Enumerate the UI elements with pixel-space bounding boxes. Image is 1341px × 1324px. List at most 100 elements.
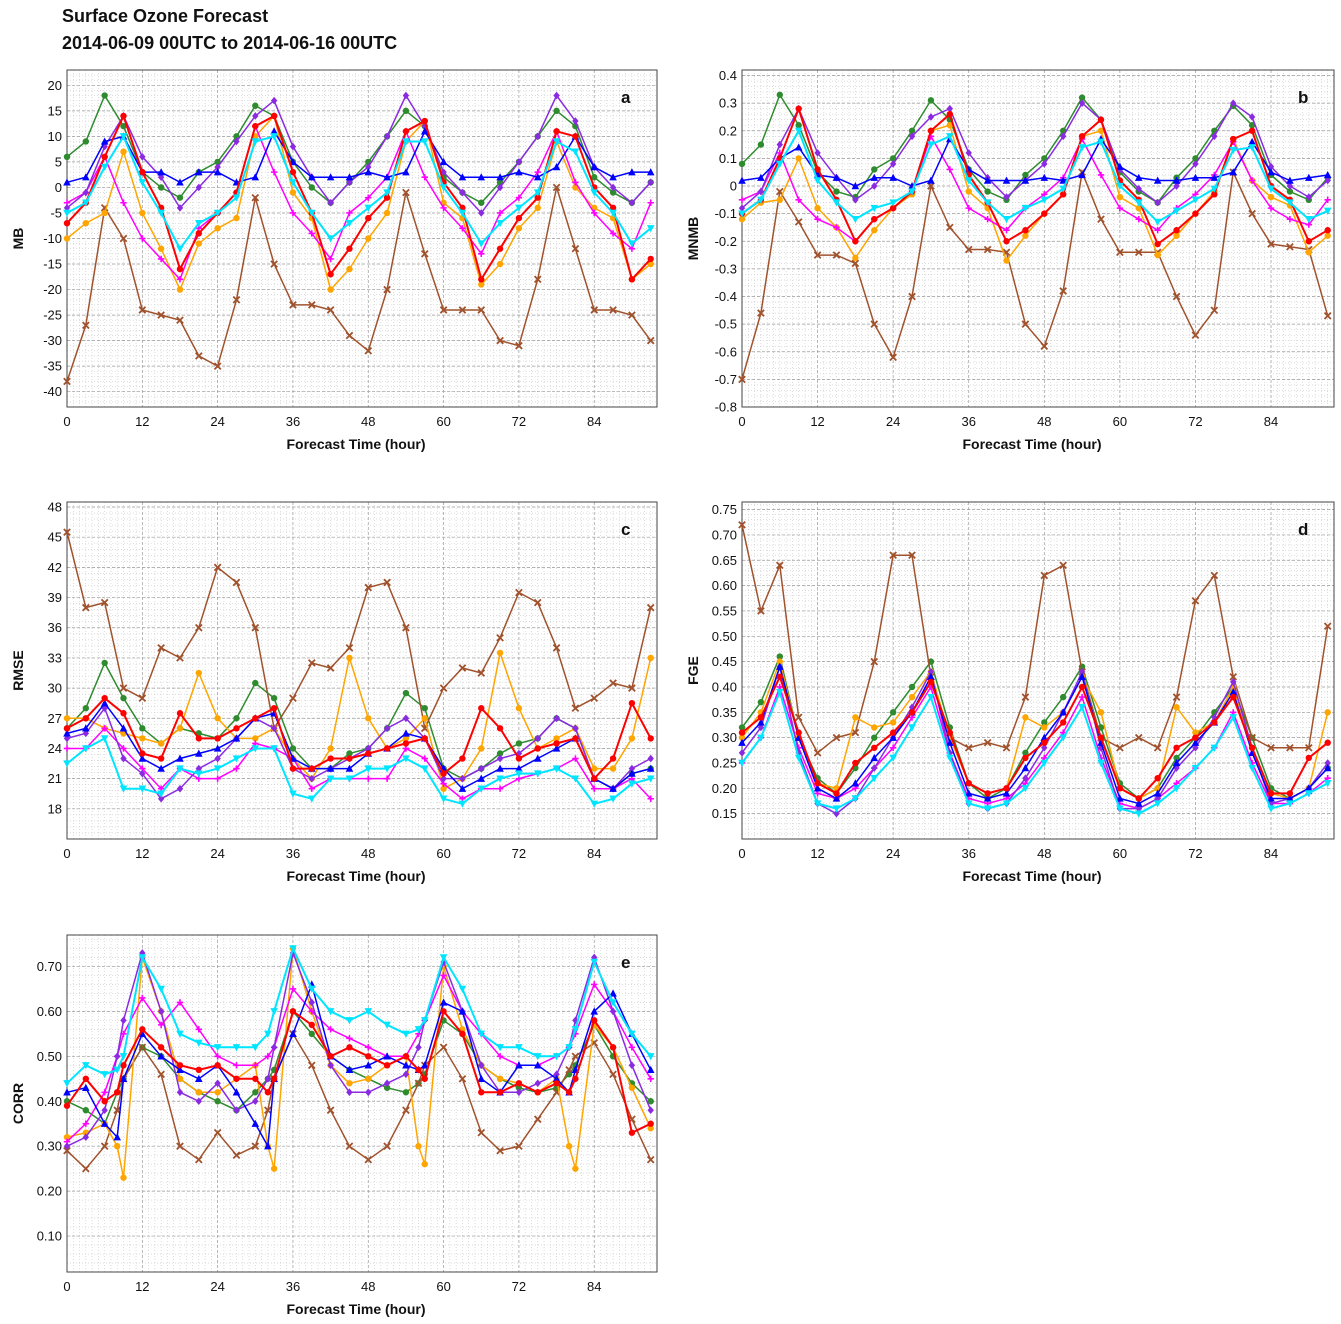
data-point xyxy=(889,719,897,726)
data-point xyxy=(1003,785,1010,792)
data-point xyxy=(345,1065,354,1073)
data-point xyxy=(908,188,916,196)
data-point xyxy=(1286,176,1294,184)
series-path xyxy=(66,93,652,204)
data-point xyxy=(851,259,860,268)
data-point xyxy=(138,1029,147,1038)
data-point xyxy=(591,1017,598,1024)
data-point xyxy=(794,713,803,722)
data-point xyxy=(82,219,90,227)
data-point xyxy=(139,750,146,757)
data-point xyxy=(775,160,784,168)
data-point xyxy=(195,669,203,677)
data-point xyxy=(1003,257,1010,264)
data-point xyxy=(1286,199,1294,207)
data-point xyxy=(251,1119,260,1127)
data-point xyxy=(757,714,765,721)
data-point xyxy=(813,251,822,259)
data-point xyxy=(252,102,259,109)
data-point xyxy=(1305,173,1313,181)
data-point xyxy=(1154,227,1161,234)
y-tick-label: -10 xyxy=(43,231,62,246)
data-point xyxy=(477,1030,486,1038)
data-point xyxy=(1324,759,1331,767)
data-point xyxy=(1116,785,1124,792)
data-point xyxy=(609,306,617,314)
data-point xyxy=(496,633,504,642)
data-point xyxy=(534,194,541,201)
data-point xyxy=(214,225,221,232)
series-path xyxy=(741,674,1329,800)
y-axis-label: CORR xyxy=(10,1083,26,1124)
data-point xyxy=(1230,678,1237,686)
x-tick-label: 84 xyxy=(587,1279,601,1294)
data-point xyxy=(814,149,821,157)
data-point xyxy=(326,1008,335,1016)
data-point xyxy=(415,1043,422,1052)
data-point xyxy=(496,173,504,181)
data-point xyxy=(515,1088,523,1097)
data-point xyxy=(458,664,467,672)
data-point xyxy=(647,1075,654,1082)
x-axis-label: Forecast Time (hour) xyxy=(287,868,426,884)
data-point xyxy=(477,774,486,782)
data-point xyxy=(101,694,108,702)
data-point xyxy=(100,163,109,172)
data-point xyxy=(565,1142,573,1150)
data-point xyxy=(138,954,147,962)
data-point xyxy=(889,754,897,762)
data-point xyxy=(365,235,372,242)
data-point xyxy=(591,765,598,772)
data-point xyxy=(383,724,391,733)
data-point xyxy=(264,1030,272,1038)
data-point xyxy=(496,1075,504,1082)
y-tick-label: -0.5 xyxy=(715,317,737,332)
data-point xyxy=(983,805,992,813)
data-point xyxy=(414,1079,423,1088)
data-point xyxy=(927,182,935,190)
data-point xyxy=(927,678,935,686)
data-point xyxy=(1286,743,1294,752)
data-point xyxy=(120,710,127,717)
data-point xyxy=(100,1142,109,1151)
data-point xyxy=(346,1080,353,1087)
data-point xyxy=(326,235,335,243)
data-point xyxy=(1059,287,1068,295)
y-tick-label: 0.3 xyxy=(719,96,737,111)
data-point xyxy=(515,194,523,201)
data-point xyxy=(1211,132,1218,141)
data-point xyxy=(647,1098,654,1105)
data-point xyxy=(1286,215,1294,223)
data-point xyxy=(1116,204,1124,212)
data-point xyxy=(1041,743,1048,752)
data-point xyxy=(402,1061,410,1069)
data-point xyxy=(1191,738,1200,746)
data-point xyxy=(345,764,354,772)
data-point xyxy=(213,744,222,752)
data-point xyxy=(832,733,841,742)
data-point xyxy=(628,311,636,319)
data-point xyxy=(1134,799,1143,807)
data-point xyxy=(1041,160,1048,168)
data-point xyxy=(609,1070,617,1079)
y-tick-label: -0.6 xyxy=(715,344,737,359)
data-point xyxy=(628,1061,636,1070)
data-point xyxy=(870,204,879,213)
data-point xyxy=(214,754,221,763)
data-point xyxy=(572,724,579,733)
data-point xyxy=(1059,693,1067,701)
y-tick-label: 0.2 xyxy=(719,123,737,138)
x-tick-label: 12 xyxy=(810,414,824,429)
data-point xyxy=(870,657,879,666)
data-point xyxy=(832,199,841,207)
y-tick-label: 0.50 xyxy=(37,1049,62,1064)
data-point xyxy=(870,753,879,762)
data-point xyxy=(252,1097,259,1106)
data-point xyxy=(552,138,561,146)
data-point xyxy=(101,704,108,713)
x-tick-label: 84 xyxy=(1264,414,1278,429)
data-point xyxy=(232,194,241,202)
data-point xyxy=(1116,162,1124,170)
data-point xyxy=(889,733,897,741)
data-point xyxy=(1173,744,1180,751)
